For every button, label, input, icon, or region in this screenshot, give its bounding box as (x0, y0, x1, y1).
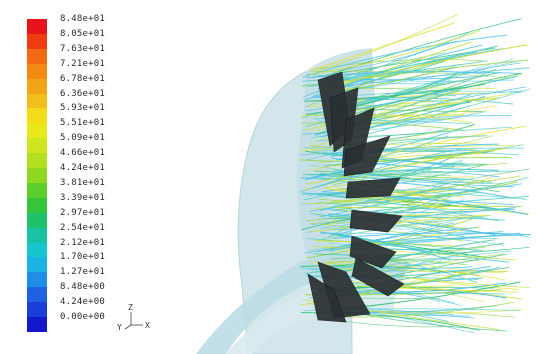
legend-label: 5.93e+01 (60, 103, 105, 114)
legend-swatch (27, 123, 47, 139)
legend-label: 5.09e+01 (60, 133, 105, 144)
legend-swatch (27, 108, 47, 124)
legend-swatch (27, 287, 47, 303)
legend-label: 6.78e+01 (60, 73, 105, 84)
pathline (320, 231, 450, 261)
pathline (317, 201, 514, 210)
legend-label: 1.70e+01 (60, 252, 105, 263)
legend-swatch (27, 197, 47, 213)
pathline (329, 217, 464, 253)
pathline (315, 14, 458, 73)
pathline (310, 22, 456, 71)
legend-swatch (27, 227, 47, 243)
legend-swatch (27, 63, 47, 79)
legend-swatch (27, 302, 47, 318)
legend-swatch (27, 19, 47, 34)
pathline (321, 265, 530, 288)
legend-label: 0.00e+00 (60, 312, 105, 322)
legend-label: 2.97e+01 (60, 207, 105, 218)
legend-label: 8.48e+00 (60, 282, 105, 293)
legend-label: 7.63e+01 (60, 43, 105, 54)
pathline (301, 113, 473, 124)
pathline (323, 261, 505, 281)
axis-y-label: Y (117, 323, 122, 332)
legend-label: 3.39e+01 (60, 192, 105, 203)
legend-label: 2.12e+01 (60, 237, 105, 248)
legend-swatch (27, 257, 47, 273)
pathline (326, 226, 481, 249)
legend-label: 1.27e+01 (60, 267, 105, 278)
pathline (302, 34, 508, 78)
pathline (314, 170, 501, 193)
legend-swatch (27, 212, 47, 228)
pathline (320, 44, 528, 90)
pathline (323, 206, 518, 220)
pathline (332, 232, 532, 239)
legend-label: 4.24e+01 (60, 163, 105, 173)
pathline (332, 301, 515, 318)
legend-swatch (27, 182, 47, 198)
guide-vane (307, 273, 347, 323)
legend-swatch (27, 272, 47, 288)
pathline (308, 164, 502, 184)
pathline (307, 147, 507, 185)
pathline (312, 246, 516, 261)
pathline (311, 214, 489, 233)
legend-swatch (27, 138, 47, 154)
pathline (335, 195, 452, 225)
pathline (334, 66, 455, 93)
legend-swatch (27, 93, 47, 109)
pathline (312, 148, 462, 189)
legend-swatch (27, 317, 47, 332)
pathline (330, 242, 505, 260)
pathline (309, 30, 480, 76)
axis-z-label: Z (128, 303, 133, 312)
legend-label: 8.48e+01 (60, 14, 105, 24)
guide-vanes (307, 71, 405, 323)
axis-x-label: X (145, 321, 150, 330)
legend-label: 7.21e+01 (60, 58, 105, 69)
guide-vane (351, 257, 405, 297)
pathline (328, 163, 467, 178)
hub-arc (196, 251, 410, 354)
axis-triad: Z Y X (117, 303, 150, 332)
legend-label: 4.24e+00 (60, 297, 105, 308)
legend-label: 8.05e+01 (60, 28, 105, 39)
legend-swatch (27, 242, 47, 258)
legend-swatch (27, 153, 47, 169)
legend-swatch (27, 48, 47, 64)
pathline (332, 171, 447, 186)
pathline (337, 191, 481, 200)
guide-vane (349, 209, 403, 233)
pathline (316, 194, 500, 222)
legend-label: 4.66e+01 (60, 148, 105, 159)
guide-vane (349, 235, 397, 269)
pathline (319, 182, 449, 218)
pathline (302, 189, 477, 195)
pathline (324, 187, 448, 210)
legend-swatch (27, 168, 47, 183)
pathline (319, 264, 472, 270)
guide-vane (345, 177, 401, 199)
color-legend: 8.48e+01 8.05e+01 7.63e+01 7.21e+01 6.78e+01… (0, 0, 120, 354)
legend-label: 3.81e+01 (60, 177, 105, 188)
legend-swatch (27, 78, 47, 94)
pathline (301, 177, 513, 199)
legend-label: 2.54e+01 (60, 222, 105, 233)
guide-vane (343, 135, 391, 177)
legend-swatch (27, 33, 47, 49)
pathline (331, 242, 459, 255)
pathline (308, 191, 527, 200)
pathline (319, 135, 494, 163)
legend-label: 5.51e+01 (60, 118, 105, 129)
pathline (316, 175, 521, 205)
legend-label: 6.36e+01 (60, 88, 105, 99)
